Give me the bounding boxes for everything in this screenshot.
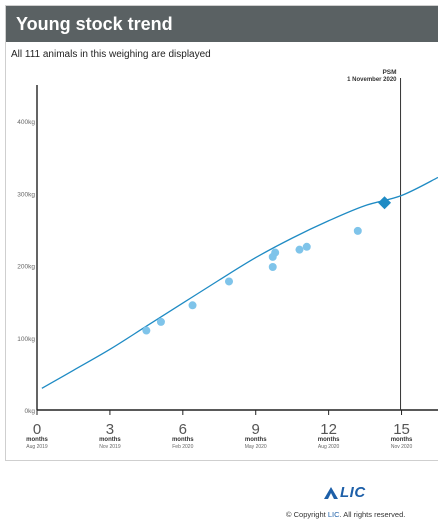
- x-tick-date: Feb 2020: [172, 444, 193, 450]
- panel-header: Young stock trend: [6, 6, 438, 42]
- x-tick-unit: months: [245, 437, 267, 443]
- lic-logo: LIC: [322, 484, 366, 501]
- x-tick-label: 9: [252, 421, 260, 438]
- lic-logo-icon: [324, 486, 338, 499]
- x-tick-label: 12: [320, 421, 337, 438]
- animal-weight-point: [295, 245, 304, 254]
- copyright-text: © Copyright LIC. All rights reserved.: [286, 510, 405, 519]
- animal-weight-point: [271, 248, 280, 257]
- y-tick-label: 200kg: [17, 264, 35, 271]
- copyright-suffix: . All rights reserved.: [339, 510, 406, 519]
- y-tick-label: 0kg: [25, 408, 36, 415]
- copyright-brand-link[interactable]: LIC: [327, 510, 340, 519]
- x-tick-date: May 2020: [245, 444, 267, 450]
- x-tick-unit: months: [318, 437, 340, 443]
- x-tick-date: Aug 2019: [26, 444, 48, 450]
- x-tick-unit: months: [99, 437, 121, 443]
- animal-weight-point: [142, 326, 151, 335]
- y-tick-label: 300kg: [17, 191, 35, 198]
- animal-weight-point: [156, 317, 165, 326]
- psm-marker-label: PSM: [382, 69, 396, 76]
- x-tick-label: 15: [393, 421, 410, 438]
- x-tick-unit: months: [391, 437, 413, 443]
- x-tick-date: Nov 2019: [99, 444, 121, 450]
- x-tick-date: Aug 2020: [318, 444, 340, 450]
- animal-weight-point: [188, 301, 197, 310]
- y-tick-label: 400kg: [17, 119, 35, 126]
- x-tick-label: 6: [179, 421, 187, 438]
- x-tick-label: 0: [33, 421, 41, 438]
- psm-marker-date: 1 November 2020: [347, 77, 397, 83]
- animal-weight-point: [302, 242, 311, 251]
- lic-logo-text: LIC: [340, 484, 366, 501]
- y-tick-label: 100kg: [17, 336, 35, 343]
- animal-weight-point: [224, 277, 233, 286]
- selected-animal-point: [378, 196, 392, 210]
- animal-weight-point: [353, 226, 362, 235]
- target-growth-line: [41, 176, 438, 389]
- chart-subtitle: All 111 animals in this weighing are dis…: [11, 49, 211, 60]
- copyright-prefix: © Copyright: [286, 510, 326, 519]
- x-tick-unit: months: [172, 437, 194, 443]
- x-tick-date: Nov 2020: [391, 444, 413, 450]
- x-tick-label: 3: [106, 421, 114, 438]
- animal-weight-point: [268, 263, 277, 271]
- young-stock-trend-panel: Young stock trend: [5, 5, 438, 461]
- panel-title: Young stock trend: [16, 13, 173, 34]
- x-tick-unit: months: [26, 437, 48, 443]
